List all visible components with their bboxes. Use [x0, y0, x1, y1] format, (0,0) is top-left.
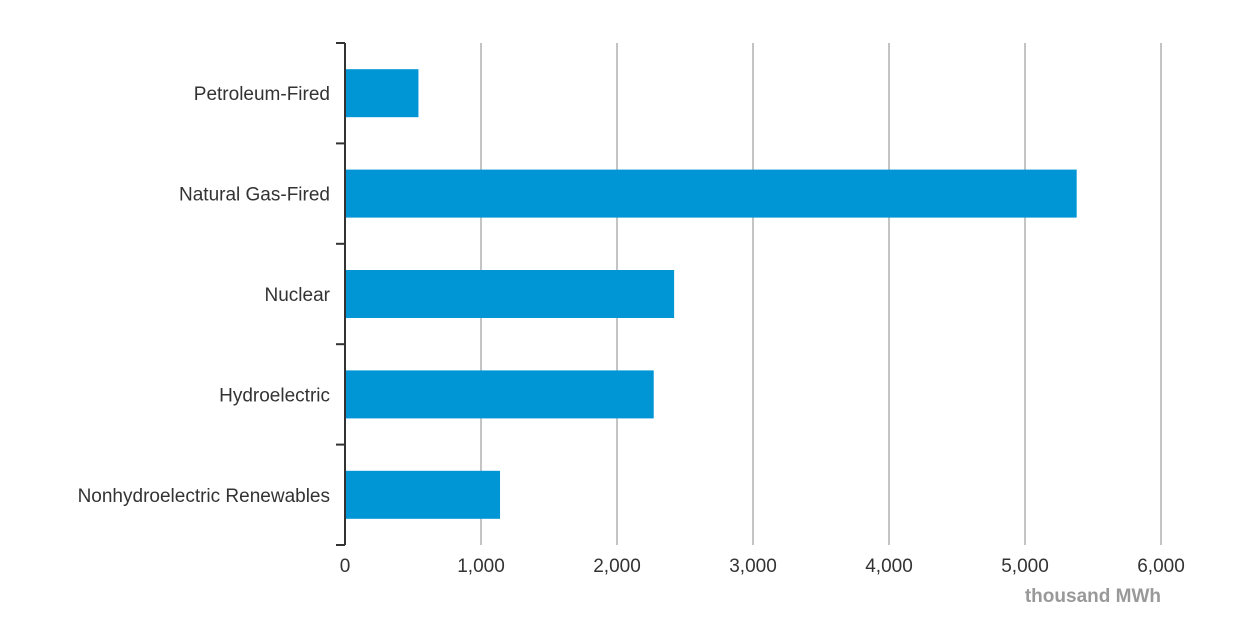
x-tick-label: 4,000: [865, 556, 913, 577]
category-label: Natural Gas-Fired: [179, 185, 330, 206]
bar: [345, 470, 501, 519]
category-label: Petroleum-Fired: [194, 84, 330, 105]
bar: [345, 69, 419, 118]
x-tick-label: 6,000: [1137, 556, 1185, 577]
y-axis: [336, 42, 346, 546]
category-label: Hydroelectric: [219, 385, 330, 406]
x-tick-label: 1,000: [457, 556, 505, 577]
x-tick-label: 2,000: [593, 556, 641, 577]
x-axis-unit-label: thousand MWh: [1025, 586, 1161, 607]
gridlines: [480, 43, 1162, 545]
bars: [345, 69, 1077, 519]
x-tick-label: 3,000: [729, 556, 777, 577]
bar: [345, 370, 654, 419]
category-label: Nuclear: [265, 285, 331, 306]
category-label: Nonhydroelectric Renewables: [78, 486, 330, 507]
x-tick-label: 0: [340, 556, 351, 577]
x-tick-label: 5,000: [1001, 556, 1049, 577]
x-tick-labels: 0 1,000 2,000 3,000 4,000 5,000 6,000: [340, 556, 1185, 577]
category-labels: Petroleum-Fired Natural Gas-Fired Nuclear H…: [78, 84, 331, 507]
bar: [345, 169, 1077, 218]
bar: [345, 270, 675, 318]
